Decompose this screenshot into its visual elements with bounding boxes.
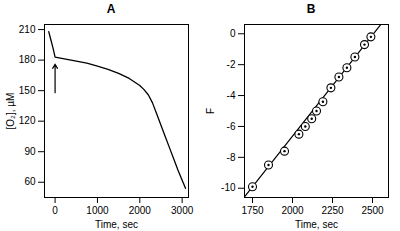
svg-text:60: 60	[24, 176, 36, 187]
svg-text:180: 180	[19, 54, 36, 65]
svg-text:-6: -6	[227, 121, 236, 132]
svg-text:Time, sec: Time, sec	[95, 219, 138, 230]
svg-text:F: F	[205, 108, 216, 114]
svg-text:Time, sec: Time, sec	[295, 219, 338, 230]
svg-text:2500: 2500	[361, 205, 384, 216]
svg-text:2000: 2000	[129, 205, 152, 216]
html-text:B: B	[306, 2, 316, 16]
svg-text:210: 210	[19, 24, 36, 35]
svg-text:1750: 1750	[241, 205, 264, 216]
html-text:A: A	[106, 2, 116, 16]
svg-text:0: 0	[52, 205, 58, 216]
svg-text:1000: 1000	[86, 205, 109, 216]
svg-text:90: 90	[24, 146, 36, 157]
svg-text:-4: -4	[227, 90, 236, 101]
svg-text:3000: 3000	[171, 205, 194, 216]
svg-text:2250: 2250	[321, 205, 344, 216]
svg-text:-8: -8	[227, 152, 236, 163]
svg-text:-2: -2	[227, 59, 236, 70]
svg-text:0: 0	[230, 28, 236, 39]
svg-text:[O₂], µM: [O₂], µM	[5, 93, 16, 130]
svg-text:2000: 2000	[281, 205, 304, 216]
svg-text:120: 120	[19, 115, 36, 126]
svg-text:-10: -10	[221, 182, 236, 193]
svg-text:150: 150	[19, 85, 36, 96]
